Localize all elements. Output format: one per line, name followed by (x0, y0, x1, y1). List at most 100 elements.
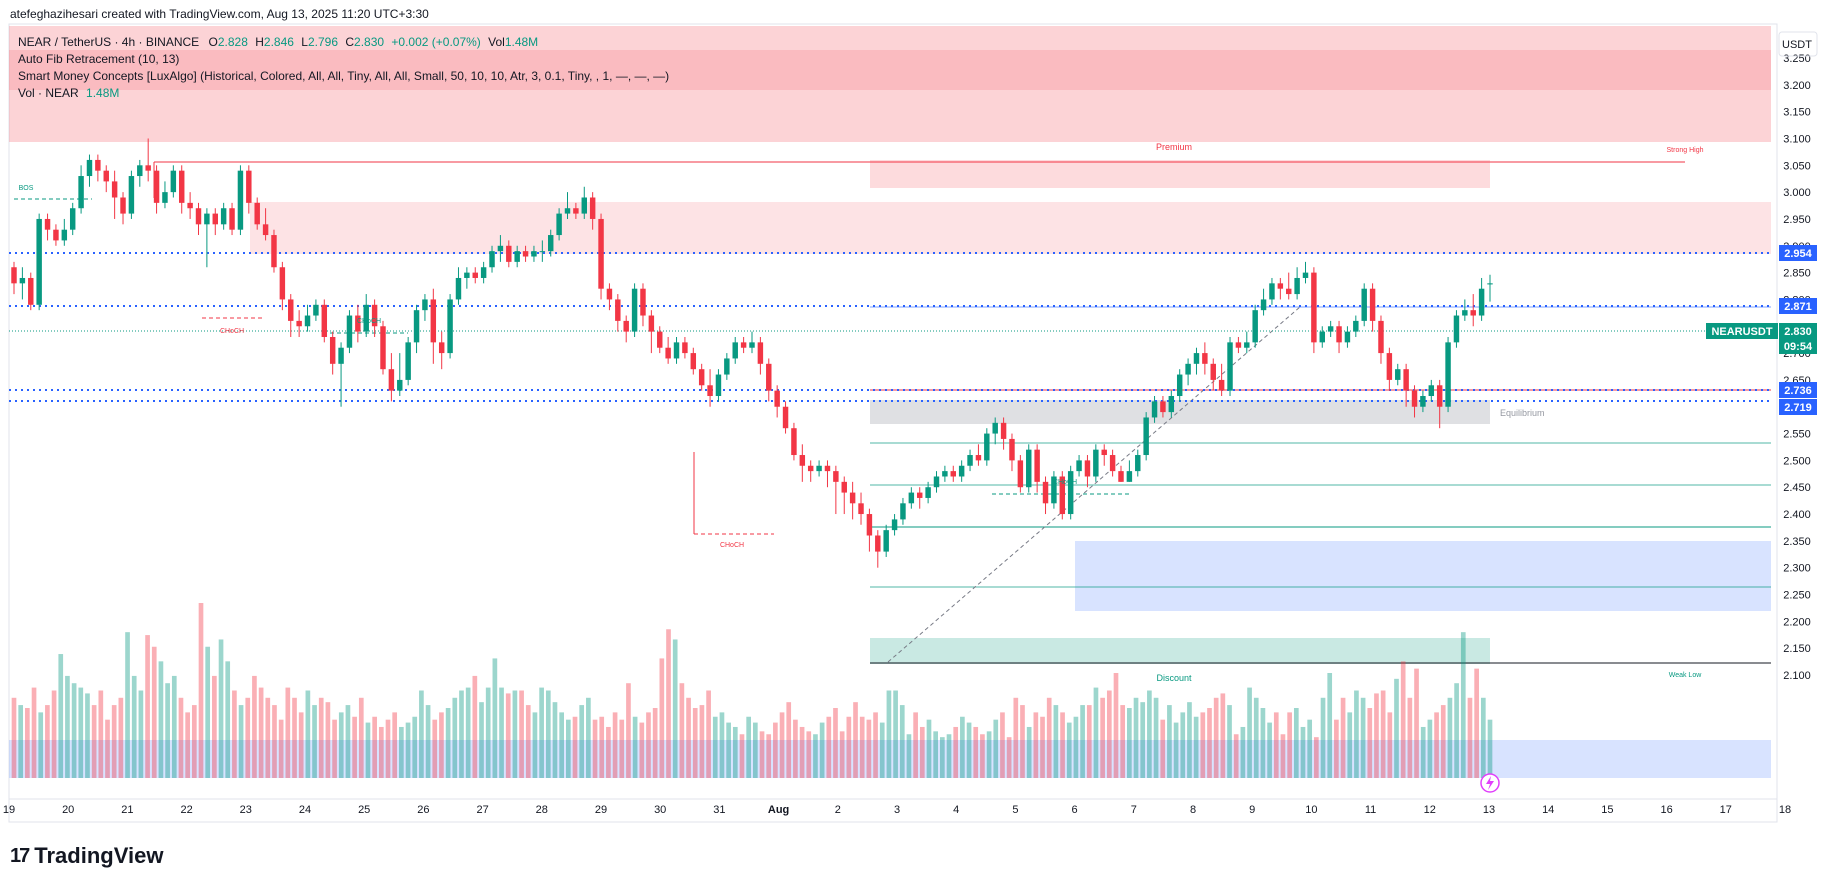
volume-bar (739, 734, 745, 778)
volume-bar (1314, 737, 1319, 778)
legend-symbol-row[interactable]: NEAR / TetherUS · 4h · BINANCE O2.828 H2… (18, 34, 669, 51)
candle-body (338, 347, 344, 364)
volume-bar (692, 708, 698, 778)
volume-bar (953, 726, 959, 778)
volume-bar (1220, 693, 1226, 778)
time-tick-label: 28 (536, 804, 548, 816)
legend-volume-row[interactable]: Vol · NEAR 1.48M (18, 85, 669, 102)
candle-body (1034, 449, 1040, 482)
tradingview-logo[interactable]: 17 TradingView (10, 843, 163, 869)
candle-body (740, 342, 747, 348)
volume-bar (78, 687, 84, 778)
volume-bar (619, 719, 625, 778)
volume-bar (773, 722, 778, 778)
volume-bar (599, 716, 605, 778)
price-axis[interactable]: 3.2503.2003.1503.1003.0503.0002.9502.900… (1783, 53, 1811, 682)
candle-body (1160, 401, 1166, 413)
candle-body (942, 471, 948, 477)
legend-fib-row[interactable]: Auto Fib Retracement (10, 13) (18, 52, 180, 66)
chart-legend: NEAR / TetherUS · 4h · BINANCE O2.828 H2… (18, 34, 669, 102)
time-tick-label: 22 (180, 804, 192, 816)
candle-body (589, 197, 596, 219)
volume-bar (525, 705, 531, 778)
candle-body (204, 213, 210, 225)
candle-body (908, 492, 915, 504)
volume-bar (91, 705, 97, 778)
candle-body (606, 288, 613, 300)
time-tick-label: 6 (1072, 804, 1078, 816)
candle-body (581, 197, 587, 214)
candle-body (782, 406, 789, 429)
volume-bar (338, 712, 344, 778)
lightning-alert-icon[interactable] (1480, 773, 1500, 793)
candle-body (1286, 288, 1292, 295)
choch-label-2: CHoCH (220, 328, 244, 335)
volume-bar (1033, 712, 1039, 778)
candle-body (573, 208, 579, 214)
candle-body (1470, 310, 1476, 316)
candle-body (1411, 390, 1418, 407)
volume-bar (1046, 697, 1052, 778)
volume-bar (1407, 697, 1413, 778)
volume-bar (1300, 726, 1306, 778)
svg-text:2.871: 2.871 (1784, 301, 1812, 313)
volume-bar (1253, 697, 1259, 778)
volume-bar (1173, 722, 1179, 778)
candle-body (137, 165, 143, 177)
volume-bar (799, 726, 805, 778)
candle-body (992, 422, 998, 434)
volume-bar (225, 661, 231, 778)
volume-bar (906, 734, 912, 778)
bos-label: BOS (19, 185, 34, 192)
volume-bar (358, 697, 364, 778)
volume-bar (305, 690, 311, 778)
volume-demand-zone (9, 740, 1771, 778)
volume-bar (1467, 697, 1473, 778)
volume-bar (786, 702, 792, 778)
volume-bar (1354, 690, 1359, 778)
volume-bar (472, 675, 478, 778)
price-label-2871: 2.871 (1779, 298, 1817, 314)
candle-body (682, 342, 688, 354)
candle-body (917, 492, 923, 498)
volume-bar (1120, 705, 1126, 778)
candle-body (1302, 272, 1309, 278)
time-axis[interactable]: 19 20 21 22 23 24 25 26 27 28 29 30 31 Aug 2 3 4 5 6 7 8 9 10 1… (3, 804, 1791, 816)
weak-low-label: Weak Low (1669, 672, 1702, 679)
volume-bar (459, 690, 464, 778)
volume-bar (552, 702, 558, 778)
svg-text:2.736: 2.736 (1784, 385, 1812, 397)
volume-bar (866, 719, 872, 778)
candle-body (1093, 449, 1099, 477)
volume-bar (639, 722, 645, 778)
time-tick-label: 31 (713, 804, 725, 816)
volume-bar (238, 705, 244, 778)
candle-body (749, 342, 755, 348)
legend-close: 2.830 (354, 35, 385, 49)
candle-body (1487, 283, 1493, 285)
candle-body (321, 304, 328, 337)
candle-body (849, 492, 856, 504)
time-tick-label: 19 (3, 804, 15, 816)
created-by-line: atefeghazihesari created with TradingVie… (10, 7, 429, 21)
candle-body (313, 304, 319, 316)
volume-bar (766, 734, 772, 778)
volume-bar (1387, 712, 1393, 778)
candle-body (1277, 283, 1284, 289)
legend-smc-row[interactable]: Smart Money Concepts [LuxAlgo] (Historic… (18, 69, 670, 83)
time-tick-label: 20 (62, 804, 74, 816)
candle-body (279, 267, 286, 300)
currency-box[interactable] (1778, 31, 1818, 57)
time-tick-label: 5 (1012, 804, 1018, 816)
candle-body (1126, 471, 1133, 482)
volume-bar (973, 726, 979, 778)
volume-bar (759, 731, 765, 778)
candle-body (1395, 369, 1401, 380)
volume-bar (1367, 708, 1373, 778)
candle-body (975, 455, 982, 461)
volume-bar (151, 646, 157, 778)
volume-bar (145, 635, 150, 778)
time-tick-label: Aug (768, 804, 789, 816)
volume-bar (726, 722, 731, 778)
